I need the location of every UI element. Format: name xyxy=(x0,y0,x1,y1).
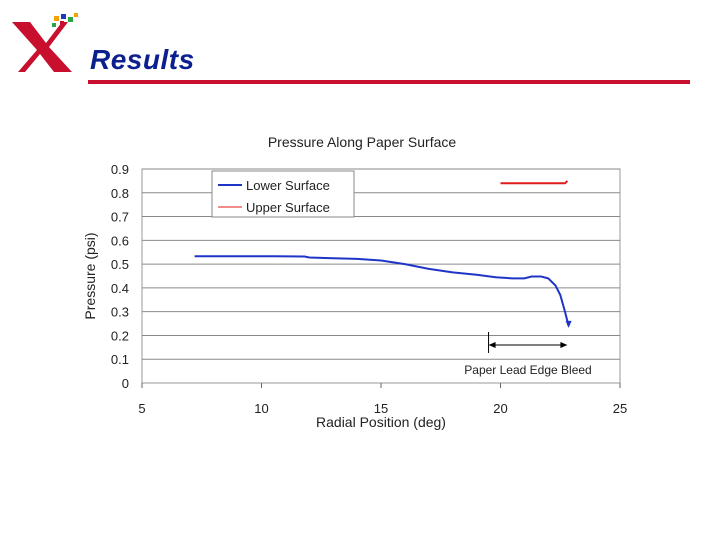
series-end-marker xyxy=(565,320,572,328)
company-logo xyxy=(12,13,78,72)
annotation-arrowhead-right xyxy=(560,341,568,348)
y-tick-label: 0.2 xyxy=(111,328,129,343)
x-tick-label: 25 xyxy=(613,401,627,416)
legend-box xyxy=(211,170,355,218)
y-tick-label: 0.3 xyxy=(111,305,129,320)
slide-title: Results xyxy=(90,44,195,75)
logo-x-mark xyxy=(12,22,72,72)
y-tick-label: 0.5 xyxy=(111,257,129,272)
legend-label-upper-surface: Upper Surface xyxy=(246,200,330,215)
title-divider xyxy=(88,80,690,84)
annotation-arrowhead-left xyxy=(488,341,496,348)
annotation-label: Paper Lead Edge Bleed xyxy=(464,363,591,377)
y-tick-label: 0.4 xyxy=(111,281,129,296)
legend: Lower Surface Upper Surface xyxy=(211,170,355,218)
annotation-group: Paper Lead Edge Bleed xyxy=(464,331,592,377)
y-axis-ticks: 0 0.1 0.2 0.3 0.4 0.5 0.6 0.7 0.8 0.9 xyxy=(111,162,129,391)
y-tick-label: 0 xyxy=(122,376,129,391)
y-tick-label: 0.7 xyxy=(111,210,129,225)
y-tick-label: 0.9 xyxy=(111,162,129,177)
series-line-lower-surface xyxy=(194,255,570,327)
y-tick-label: 0.8 xyxy=(111,186,129,201)
logo-pixel-dots xyxy=(52,13,78,27)
y-tick-label: 0.6 xyxy=(111,233,129,248)
y-axis-label: Pressure (psi) xyxy=(82,232,98,319)
y-tick-label: 0.1 xyxy=(111,352,129,367)
x-tick-label: 5 xyxy=(138,401,145,416)
x-tick-label: 15 xyxy=(374,401,388,416)
x-tick-label: 10 xyxy=(254,401,268,416)
series-line-upper-surface xyxy=(500,180,569,185)
chart-title: Pressure Along Paper Surface xyxy=(268,134,457,150)
x-axis-label: Radial Position (deg) xyxy=(316,414,446,430)
x-tick-label: 20 xyxy=(493,401,507,416)
x-axis-ticks: 5 10 15 20 25 xyxy=(138,383,627,416)
series-layer xyxy=(194,180,572,328)
legend-label-lower-surface: Lower Surface xyxy=(246,178,330,193)
